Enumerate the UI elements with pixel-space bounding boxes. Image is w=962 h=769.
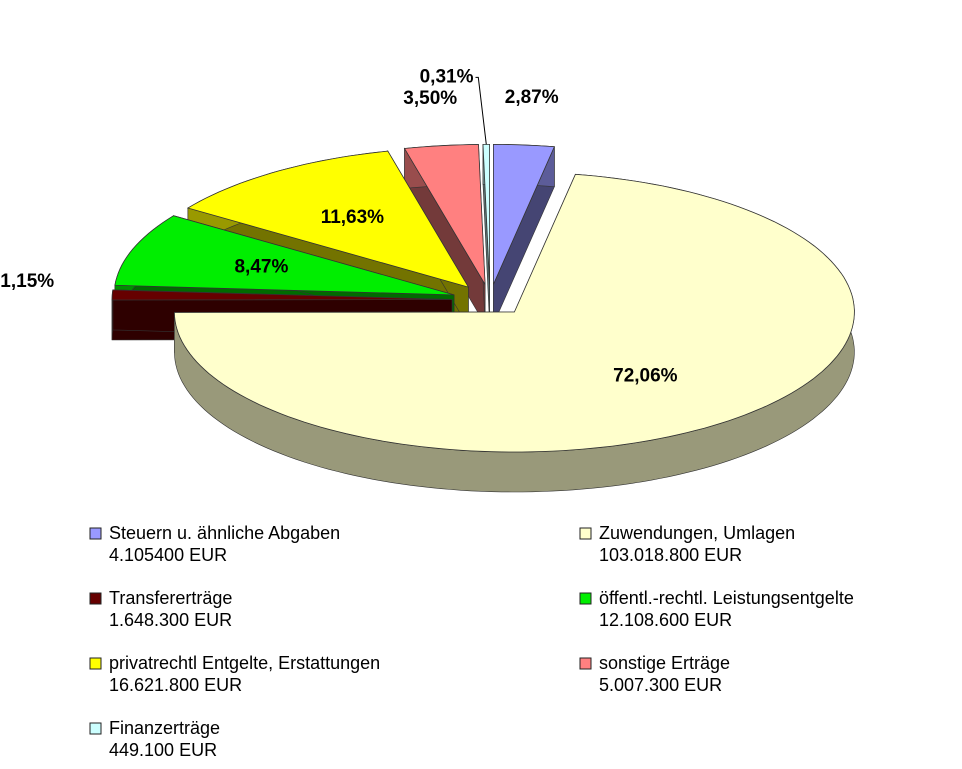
data-label: 11,63% [321,207,384,228]
legend-detail: 4.105400 EUR [109,545,227,565]
legend-label: öffentl.-rechtl. Leistungsentgelte [599,588,854,608]
leader-line [475,76,487,145]
data-label: 2,87% [505,87,559,108]
legend-label: privatrechtl Entgelte, Erstattungen [109,653,380,673]
legend-detail: 12.108.600 EUR [599,610,732,630]
slice [492,143,555,325]
legend-detail: 1.648.300 EUR [109,610,232,630]
legend-label: Finanzerträge [109,718,220,738]
legend-swatch [579,527,592,540]
data-label: 8,47% [234,256,288,277]
legend-label: Transfererträge [109,588,232,608]
slice [482,143,491,325]
slice [111,289,453,301]
legend-swatch [579,657,592,670]
slice [186,150,470,288]
legend-label: sonstige Erträge [599,653,730,673]
legend-detail: 103.018.800 EUR [599,545,742,565]
data-label: 1,15% [0,271,54,292]
legend-detail: 449.100 EUR [109,740,217,760]
slice [403,144,486,285]
legend-detail: 16.621.800 EUR [109,675,242,695]
slice [114,215,455,296]
legend-swatch [89,657,102,670]
legend-swatch [89,722,102,735]
legend-swatch [89,527,102,540]
slice [492,143,555,285]
legend-label: Steuern u. ähnliche Abgaben [109,523,340,543]
slice [173,173,855,493]
data-label: 0,31% [420,66,474,87]
legend-detail: 5.007.300 EUR [599,675,722,695]
data-label: 3,50% [403,88,457,109]
data-label: 72,06% [613,365,678,386]
legend-label: Zuwendungen, Umlagen [599,523,795,543]
legend-swatch [89,592,102,605]
legend-swatch [579,592,592,605]
slice [173,173,855,453]
